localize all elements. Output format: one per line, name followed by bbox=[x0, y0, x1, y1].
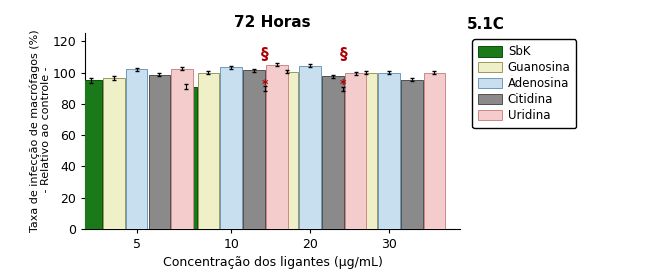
Bar bbox=[378, 73, 399, 229]
Title: 72 Horas: 72 Horas bbox=[235, 15, 311, 30]
Bar bbox=[171, 69, 193, 229]
Bar bbox=[424, 73, 445, 229]
Legend: SbK, Guanosina, Adenosina, Citidina, Uridina: SbK, Guanosina, Adenosina, Citidina, Uri… bbox=[472, 39, 576, 128]
Bar bbox=[322, 76, 344, 229]
Bar bbox=[175, 86, 196, 229]
Bar bbox=[355, 73, 377, 229]
Text: §: § bbox=[340, 47, 348, 62]
Bar bbox=[220, 67, 242, 229]
Text: *: * bbox=[340, 78, 347, 91]
Text: §: § bbox=[261, 47, 269, 62]
Bar bbox=[300, 66, 321, 229]
Bar bbox=[277, 72, 298, 229]
Text: 5.1C: 5.1C bbox=[466, 17, 505, 32]
Bar bbox=[198, 73, 219, 229]
Bar bbox=[103, 78, 125, 229]
Bar bbox=[80, 80, 102, 229]
Text: *: * bbox=[261, 78, 268, 91]
Bar bbox=[332, 89, 354, 229]
Bar bbox=[254, 88, 275, 229]
Bar bbox=[345, 73, 367, 229]
X-axis label: Concentração dos ligantes (µg/mL): Concentração dos ligantes (µg/mL) bbox=[163, 256, 382, 269]
Bar bbox=[266, 65, 288, 229]
Bar bbox=[125, 69, 147, 229]
Y-axis label: Taxa de infecção de macrófagos (%)
 - Relativo ao controle -: Taxa de infecção de macrófagos (%) - Rel… bbox=[29, 30, 51, 232]
Bar bbox=[243, 70, 265, 229]
Bar bbox=[401, 80, 422, 229]
Bar bbox=[148, 75, 170, 229]
